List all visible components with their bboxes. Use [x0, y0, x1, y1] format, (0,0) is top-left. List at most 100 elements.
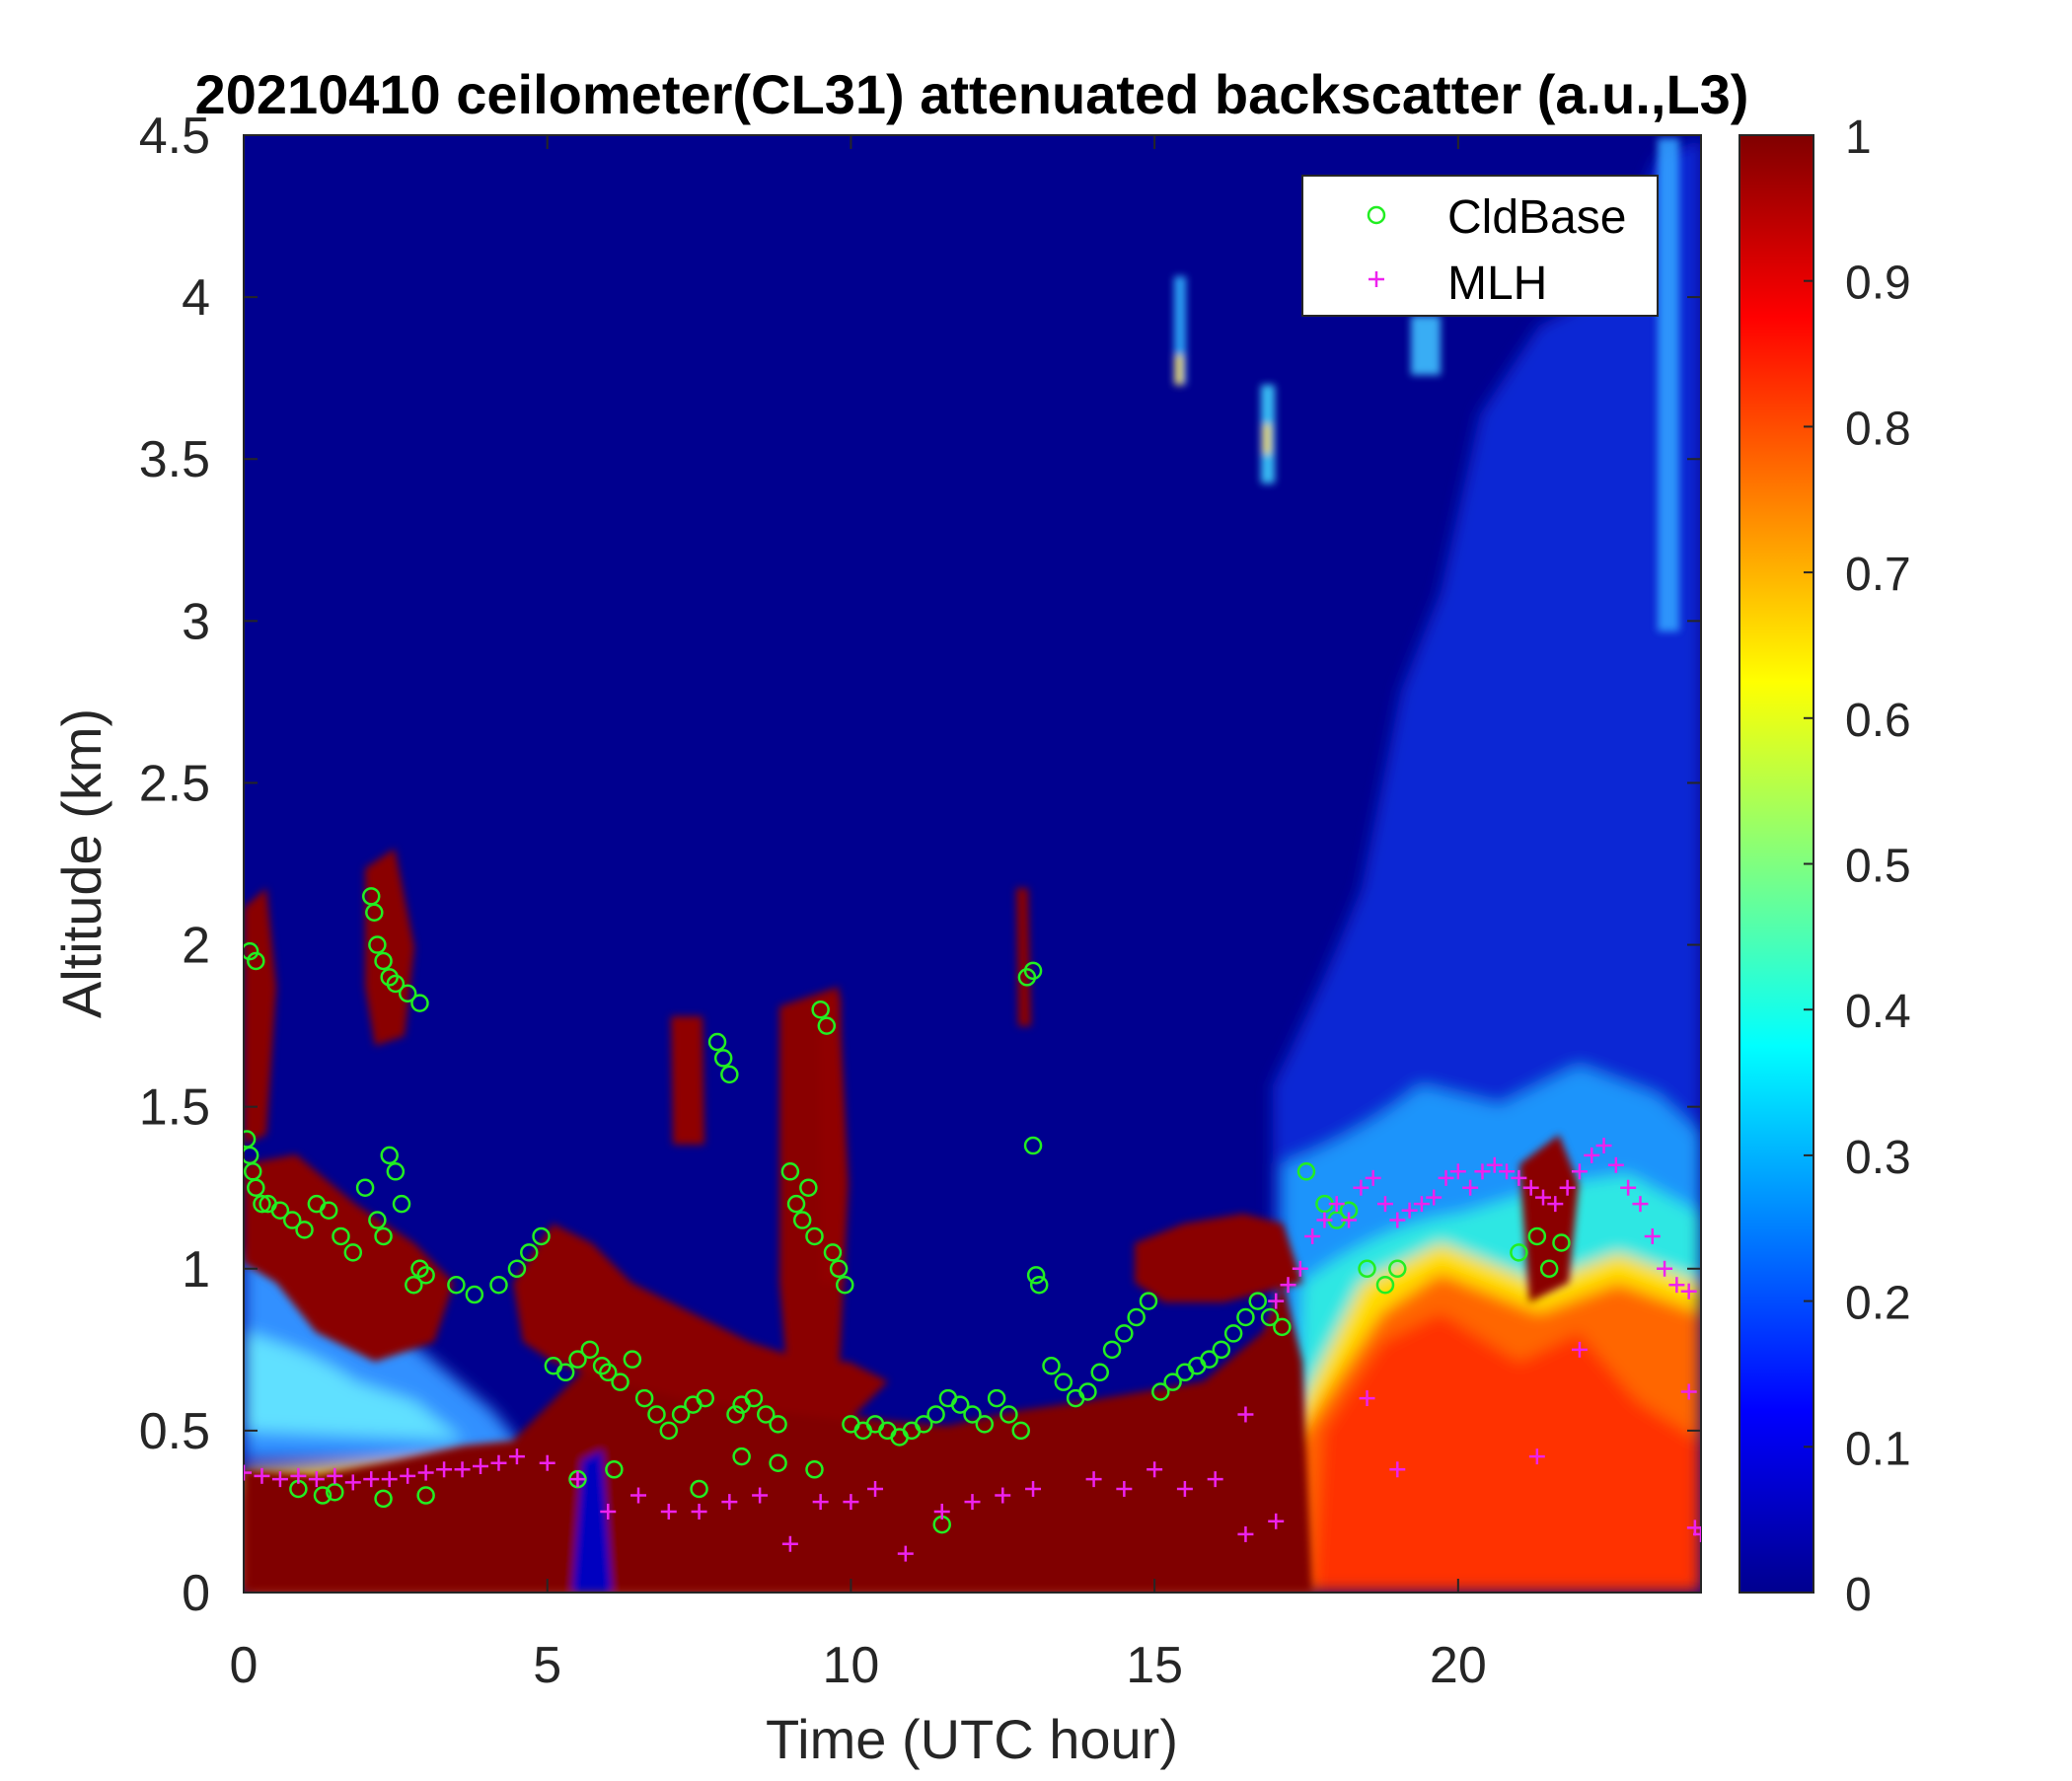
mlh-point: [1644, 1227, 1661, 1244]
mlh-point: [1207, 1471, 1223, 1488]
mlh-point: [897, 1545, 914, 1562]
series-mlh: [244, 1138, 1701, 1562]
cloud-darkred-7h: [671, 1016, 704, 1145]
cldbase-point: [811, 1000, 830, 1019]
x-tick-label: 20: [1430, 1637, 1487, 1694]
y-axis: 0 0.5 1 1.5 2 2.5 3 3.5 4 4.5: [139, 108, 1701, 1622]
colorbar-tick-label: 0.5: [1845, 841, 1911, 893]
cldbase-point: [519, 1243, 539, 1262]
mlh-point: [1534, 1189, 1551, 1206]
mlh-point: [1304, 1227, 1321, 1244]
colorbar-tick-label: 0.3: [1845, 1132, 1911, 1184]
mlh-point: [867, 1480, 884, 1497]
cldbase-point: [343, 1243, 363, 1262]
cldbase-point: [1023, 961, 1043, 981]
mlh-point: [1341, 1212, 1358, 1228]
cldbase-point: [647, 1405, 666, 1424]
cldbase-point: [950, 1395, 970, 1414]
mlh-point: [1449, 1163, 1466, 1180]
mlh-point: [1268, 1513, 1285, 1529]
colorbar-tick-label: 0: [1845, 1569, 1872, 1621]
mlh-point: [1085, 1471, 1102, 1488]
cldbase-point: [1102, 1340, 1122, 1360]
colorbar-tick-label: 0.6: [1845, 695, 1911, 747]
y-axis-label: Altitude (km): [50, 708, 112, 1018]
cldbase-point: [326, 1483, 344, 1502]
cldbase-point: [1510, 1243, 1528, 1262]
cldbase-point: [568, 1350, 587, 1369]
cldbase-point: [744, 1388, 764, 1408]
cldbase-point: [605, 1460, 624, 1479]
cldbase-point: [671, 1405, 691, 1424]
mlh-point: [1316, 1212, 1333, 1228]
cldbase-point: [374, 1226, 393, 1246]
cldbase-point: [780, 1162, 800, 1181]
mlh-point: [964, 1494, 981, 1511]
cldbase-point: [1260, 1307, 1280, 1327]
cldbase-point: [1223, 1324, 1243, 1343]
mlh-point: [1571, 1341, 1588, 1358]
cldbase-point: [1139, 1292, 1158, 1310]
cldbase-point: [611, 1373, 629, 1391]
cldbase-point: [465, 1285, 484, 1304]
wisp-17h-bright: [1263, 424, 1271, 454]
mlh-point: [1280, 1277, 1296, 1294]
cldbase-point: [720, 1065, 739, 1084]
mlh-point: [1237, 1525, 1254, 1542]
cldbase-point: [713, 1049, 733, 1068]
mlh-point: [995, 1487, 1011, 1504]
cldbase-point: [368, 1211, 387, 1229]
cldbase-point: [1388, 1259, 1407, 1279]
cldbase-point: [380, 1146, 399, 1165]
mlh-point: [508, 1448, 525, 1465]
cldbase-point: [532, 1226, 551, 1246]
cldbase-point: [555, 1363, 575, 1382]
x-axis-label: Time (UTC hour): [766, 1708, 1178, 1770]
mlh-point: [1693, 1525, 1701, 1542]
mlh-point: [436, 1461, 453, 1478]
mlh-point: [1365, 1169, 1381, 1186]
y-tick-label: 0.5: [139, 1403, 210, 1460]
y-tick-label: 4.5: [139, 108, 210, 165]
mlh-point: [417, 1464, 434, 1481]
mlh-point: [1389, 1461, 1406, 1478]
mlh-point: [254, 1467, 270, 1484]
mlh-point: [539, 1454, 555, 1471]
cldbase-point: [386, 1162, 406, 1181]
cldbase-point: [726, 1405, 745, 1424]
mlh-point: [1401, 1202, 1418, 1219]
cldbase-point: [374, 1489, 393, 1509]
mlh-point: [1389, 1212, 1406, 1228]
legend-cldbase-label: CldBase: [1447, 191, 1626, 244]
x-tick-label: 5: [533, 1637, 561, 1694]
cldbase-point: [253, 1194, 271, 1214]
mlh-point: [271, 1471, 288, 1488]
mlh-point: [843, 1494, 859, 1511]
cldbase-point: [975, 1415, 995, 1434]
mlh-point: [721, 1494, 738, 1511]
cloud-darkred-evening: [1135, 1214, 1302, 1302]
mlh-point: [1680, 1383, 1697, 1400]
mlh-point: [630, 1487, 647, 1504]
mlh-point: [454, 1461, 471, 1478]
mlh-point: [1547, 1196, 1564, 1213]
mlh-point: [1353, 1179, 1369, 1196]
wisp-right-1: [1411, 316, 1441, 375]
cldbase-point: [332, 1226, 350, 1246]
legend-cldbase-marker: [1367, 205, 1386, 225]
cldbase-point: [792, 1211, 812, 1229]
legend-box: [1301, 175, 1659, 317]
x-tick-label: 15: [1126, 1637, 1183, 1694]
mlh-point: [781, 1535, 798, 1552]
mlh-point: [244, 1464, 252, 1481]
cldbase-point: [769, 1453, 787, 1472]
y-tick-label: 2.5: [139, 755, 210, 812]
cldbase-point: [769, 1415, 787, 1434]
cldbase-point: [1273, 1317, 1292, 1337]
cldbase-point: [319, 1201, 338, 1220]
cldbase-point: [829, 1259, 849, 1279]
cldbase-point: [410, 994, 429, 1012]
cldbase-point: [623, 1350, 642, 1369]
mlh-point: [660, 1503, 677, 1520]
cldbase-point: [707, 1032, 727, 1052]
